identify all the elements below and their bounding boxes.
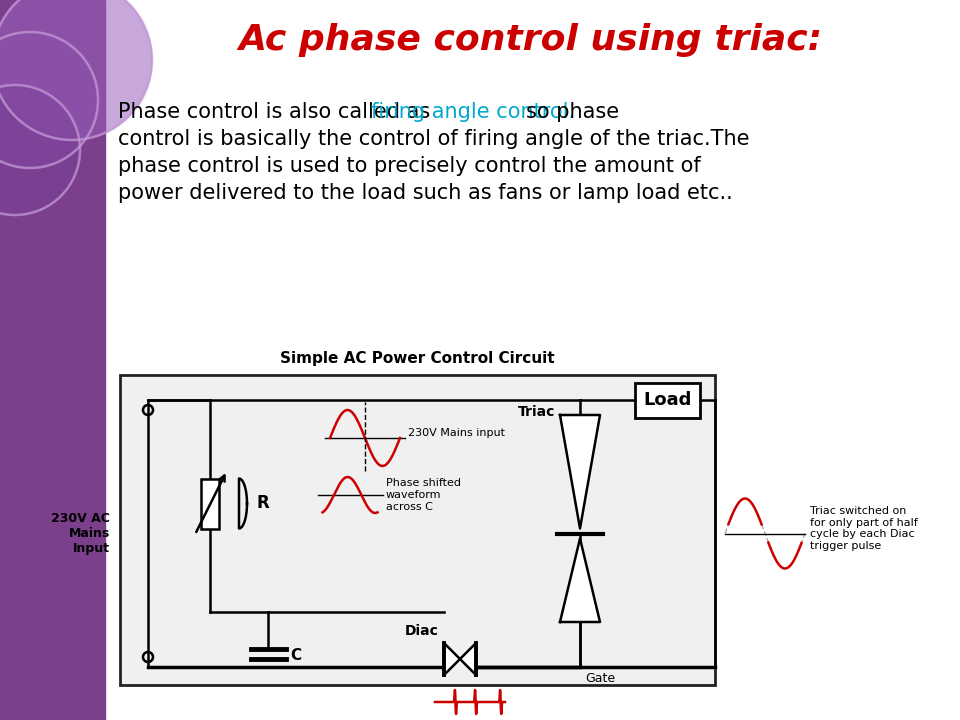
Text: so phase: so phase: [526, 102, 619, 122]
Text: Ac phase control using triac:: Ac phase control using triac:: [238, 23, 822, 57]
Text: Load: Load: [643, 391, 692, 409]
Text: Triac switched on
for only part of half
cycle by each Diac
trigger pulse: Triac switched on for only part of half …: [810, 506, 918, 551]
Polygon shape: [444, 643, 460, 675]
Text: 230V AC
Mains
Input: 230V AC Mains Input: [51, 512, 110, 555]
Text: Phase control is also called as: Phase control is also called as: [118, 102, 437, 122]
Text: 230V Mains input: 230V Mains input: [408, 428, 505, 438]
Text: Gate: Gate: [585, 672, 615, 685]
Text: Diac: Diac: [405, 624, 439, 638]
Text: C: C: [291, 647, 301, 662]
Text: firing angle control.: firing angle control.: [371, 102, 575, 122]
Bar: [635, 382, 700, 418]
Text: R: R: [257, 495, 270, 513]
Text: phase control is used to precisely control the amount of: phase control is used to precisely contr…: [118, 156, 701, 176]
Circle shape: [0, 32, 98, 168]
Circle shape: [0, 85, 80, 215]
Polygon shape: [460, 643, 476, 675]
Text: power delivered to the load such as fans or lamp load etc..: power delivered to the load such as fans…: [118, 183, 732, 203]
Bar: [201, 479, 219, 528]
Text: Phase shifted
waveform
across C: Phase shifted waveform across C: [386, 478, 461, 512]
Bar: [0, 0, 105, 720]
Circle shape: [0, 0, 152, 140]
Text: Triac: Triac: [517, 405, 555, 419]
Bar: [120, 375, 715, 685]
Polygon shape: [560, 415, 600, 528]
Text: Simple AC Power Control Circuit: Simple AC Power Control Circuit: [280, 351, 555, 366]
Text: control is basically the control of firing angle of the triac.The: control is basically the control of firi…: [118, 129, 750, 149]
Polygon shape: [560, 539, 600, 622]
